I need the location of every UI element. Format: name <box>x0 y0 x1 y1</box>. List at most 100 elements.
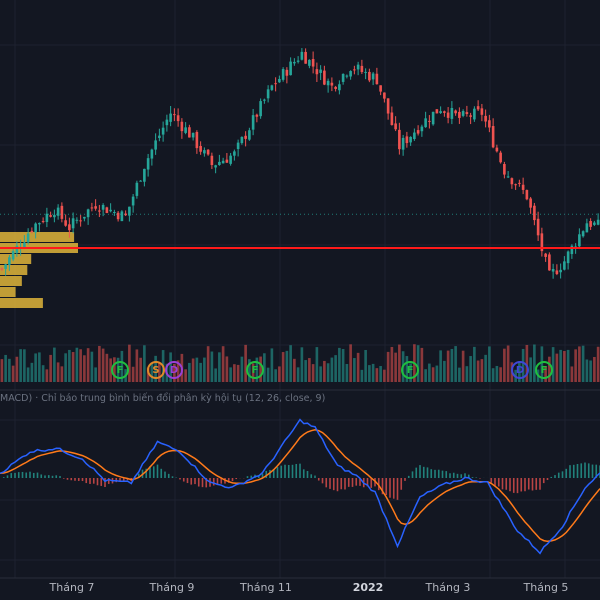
event-badge[interactable]: D <box>165 361 183 379</box>
candle <box>540 233 544 252</box>
volume-bar <box>371 363 375 382</box>
volume-bar <box>15 356 19 382</box>
volume-bar <box>473 346 476 382</box>
volume-profile-bar <box>0 276 22 286</box>
volume-bar <box>210 351 214 382</box>
volume-bar <box>398 344 401 382</box>
volume-bar <box>476 360 480 382</box>
x-tick-label: Tháng 7 <box>49 581 95 594</box>
candle <box>180 121 184 132</box>
candle <box>585 223 589 233</box>
volume-bar <box>30 362 34 382</box>
volume-bar <box>83 355 86 382</box>
volume-bar <box>428 363 431 382</box>
candle <box>334 86 337 89</box>
candle <box>431 111 435 125</box>
event-badge[interactable]: D <box>511 361 529 379</box>
volume-bar <box>8 358 11 382</box>
candle <box>53 214 56 218</box>
volume-bar <box>296 367 300 382</box>
volume-bar <box>446 350 450 382</box>
candle <box>109 209 112 212</box>
volume-bar <box>323 360 326 382</box>
candle <box>353 69 356 71</box>
candle <box>371 73 375 80</box>
candle <box>544 253 547 257</box>
candle <box>548 254 551 271</box>
candle <box>476 106 480 110</box>
candle <box>510 178 514 185</box>
x-tick-label: Tháng 11 <box>240 581 292 594</box>
volume-bar <box>386 351 390 382</box>
volume-bar <box>195 357 199 382</box>
volume-bar <box>416 345 420 382</box>
volume-bar <box>349 344 352 382</box>
candle <box>71 218 75 229</box>
candle <box>443 111 446 113</box>
candle <box>484 115 487 122</box>
volume-bar <box>79 349 82 382</box>
volume-bar <box>244 344 247 382</box>
volume-bar <box>319 366 322 382</box>
candle <box>105 207 109 213</box>
candle <box>23 242 26 248</box>
volume-bar <box>221 346 225 382</box>
candle <box>368 71 371 81</box>
volume-bar <box>315 347 319 382</box>
volume-bar <box>23 349 26 382</box>
volume-bar <box>461 350 465 382</box>
volume-bar <box>98 345 101 382</box>
candle <box>60 205 64 219</box>
event-badge[interactable]: F <box>111 361 129 379</box>
volume-bar <box>454 346 457 382</box>
volume-bar <box>345 363 349 382</box>
volume-bar <box>90 351 94 382</box>
candle <box>495 147 499 152</box>
candle <box>68 224 71 231</box>
volume-bar <box>353 358 356 382</box>
volume-bar <box>379 366 382 382</box>
candle <box>319 69 322 73</box>
candle <box>338 84 341 91</box>
candle <box>424 118 427 128</box>
volume-bar <box>293 358 296 382</box>
volume-bar <box>0 359 4 382</box>
candle <box>86 209 90 218</box>
volume-bar <box>11 365 15 382</box>
volume-bar <box>34 353 37 382</box>
candle <box>420 126 424 132</box>
candle <box>514 184 517 186</box>
candle <box>533 205 536 221</box>
candle <box>26 233 30 243</box>
price-chart <box>0 0 600 390</box>
event-badge[interactable]: F <box>246 361 264 379</box>
event-badge[interactable]: F <box>535 361 553 379</box>
candle <box>446 112 450 118</box>
volume-bar <box>555 353 559 382</box>
candle <box>124 213 127 216</box>
candle <box>79 220 82 222</box>
candle <box>578 234 581 247</box>
candle <box>330 82 334 86</box>
candle <box>394 123 397 130</box>
volume-bar <box>338 347 341 382</box>
volume-bar <box>266 367 270 382</box>
x-tick-label: Tháng 9 <box>149 581 195 594</box>
candle <box>308 59 311 66</box>
candle <box>398 129 401 150</box>
event-badge[interactable]: S <box>147 361 165 379</box>
volume-bar <box>491 368 495 382</box>
candle <box>278 79 281 83</box>
candle <box>184 127 187 133</box>
candle <box>593 222 596 225</box>
volume-bar <box>458 367 461 382</box>
candle <box>225 159 229 163</box>
volume-bar <box>236 364 240 382</box>
volume-bar <box>581 345 585 382</box>
candle <box>274 83 277 85</box>
candle <box>263 99 266 101</box>
candle <box>233 151 236 156</box>
event-badge[interactable]: F <box>401 361 419 379</box>
candle <box>188 127 191 138</box>
